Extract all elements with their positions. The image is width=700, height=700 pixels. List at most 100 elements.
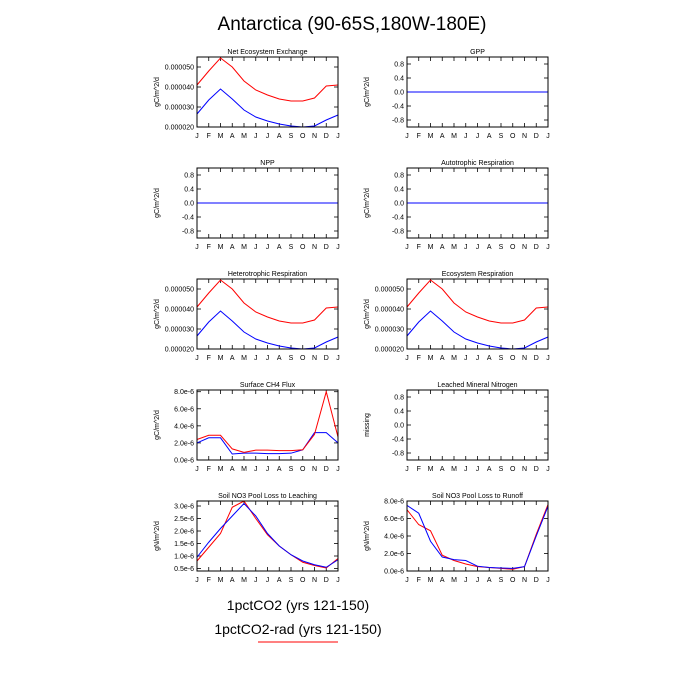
plot-frame: [196, 167, 339, 239]
x-tick-label: A: [440, 355, 445, 362]
plot-frame: [196, 56, 339, 128]
series-line-1: [196, 310, 339, 350]
x-tick-label: M: [451, 466, 457, 473]
y-tick-label: 4.0e-6: [384, 534, 404, 541]
x-tick-label: M: [451, 244, 457, 251]
x-tick-label: A: [440, 577, 445, 584]
x-tick-label: N: [312, 466, 317, 473]
plot-frame: [196, 278, 339, 350]
x-tick-label: M: [241, 466, 247, 473]
x-tick-label: N: [522, 244, 527, 251]
x-tick-label: N: [312, 355, 317, 362]
panel-6: Ecosystem Respiration gC/m^2/d 0.000020 0.0…: [364, 271, 550, 362]
y-axis-label: gN/m^2/d: [154, 521, 161, 551]
x-tick-label: M: [218, 133, 224, 140]
x-tick-label: D: [324, 133, 329, 140]
panel-4: Autotrophic Respiration gC/m^2/d -0.8 -0.4 0…: [364, 160, 550, 251]
series-line-1: [196, 432, 339, 455]
x-tick-label: S: [289, 133, 294, 140]
series-line-2: [196, 57, 339, 102]
legend-label-2: 1pctCO2-rad (yrs 121-150): [214, 621, 381, 637]
y-tick-label: 8.0e-6: [174, 389, 194, 396]
x-tick-label: D: [324, 244, 329, 251]
y-tick-label: 0.000050: [165, 287, 194, 294]
x-tick-label: J: [546, 466, 550, 473]
y-tick-label: 0.8: [394, 62, 404, 69]
panel-title: Soil NO3 Pool Loss to Leaching: [218, 493, 317, 500]
y-tick-label: 2.0e-6: [384, 551, 404, 558]
x-tick-label: O: [510, 133, 516, 140]
panel-title: Leached Mineral Nitrogen: [437, 382, 517, 389]
x-tick-label: S: [499, 355, 504, 362]
panel-1: Net Ecosystem Exchange gC/m^2/d 0.000020 0.…: [154, 49, 340, 140]
x-tick-label: M: [241, 133, 247, 140]
y-tick-label: -0.8: [392, 118, 404, 125]
panel-title: Surface CH4 Flux: [240, 382, 296, 389]
y-axis-label: gC/m^2/d: [154, 410, 161, 440]
panel-title: Net Ecosystem Exchange: [227, 49, 307, 56]
x-tick-label: S: [499, 133, 504, 140]
x-tick-label: J: [464, 355, 468, 362]
panel-7: Surface CH4 Flux gC/m^2/d 0.0e-6 2.0e-6 4.0e…: [154, 382, 340, 473]
x-tick-label: A: [277, 466, 282, 473]
y-tick-label: 0.000030: [165, 105, 194, 112]
plot-frame: [196, 500, 339, 572]
plot-frame: [406, 500, 549, 572]
x-tick-label: O: [300, 355, 306, 362]
y-tick-label: 0.4: [184, 187, 194, 194]
series-line-2: [196, 389, 339, 453]
x-tick-label: S: [499, 577, 504, 584]
x-tick-label: F: [417, 133, 421, 140]
x-tick-label: J: [476, 244, 480, 251]
y-tick-label: -0.4: [392, 437, 404, 444]
x-tick-label: D: [534, 355, 539, 362]
y-tick-label: 0.0: [394, 423, 404, 430]
x-tick-label: F: [417, 466, 421, 473]
x-tick-label: O: [510, 577, 516, 584]
x-tick-label: J: [464, 244, 468, 251]
x-tick-label: D: [534, 466, 539, 473]
x-tick-label: S: [289, 577, 294, 584]
y-tick-label: 3.0e-6: [174, 504, 194, 511]
y-tick-label: 0.000040: [165, 307, 194, 314]
x-tick-label: J: [254, 244, 258, 251]
y-tick-label: 0.4: [394, 409, 404, 416]
x-tick-label: F: [207, 244, 211, 251]
plot-frame: [196, 389, 339, 461]
x-tick-label: J: [405, 244, 409, 251]
x-tick-label: J: [254, 133, 258, 140]
x-tick-label: M: [241, 244, 247, 251]
x-tick-label: F: [207, 355, 211, 362]
x-tick-label: A: [440, 466, 445, 473]
x-tick-label: A: [230, 133, 235, 140]
x-tick-label: J: [195, 466, 199, 473]
series-line-1: [406, 310, 549, 350]
y-tick-label: 0.0: [394, 201, 404, 208]
x-tick-label: N: [312, 133, 317, 140]
x-tick-label: A: [440, 133, 445, 140]
x-tick-label: O: [300, 466, 306, 473]
x-tick-label: J: [254, 355, 258, 362]
x-tick-label: J: [266, 133, 270, 140]
y-tick-label: 8.0e-6: [384, 499, 404, 506]
y-tick-label: 0.000030: [375, 327, 404, 334]
x-tick-label: F: [417, 355, 421, 362]
x-tick-label: J: [336, 133, 340, 140]
x-tick-label: M: [218, 355, 224, 362]
plot-frame: [406, 167, 549, 239]
x-tick-label: J: [464, 466, 468, 473]
x-tick-label: A: [230, 355, 235, 362]
x-tick-label: S: [289, 466, 294, 473]
panel-5: Heterotrophic Respiration gC/m^2/d 0.00002…: [154, 271, 340, 362]
x-tick-label: J: [266, 355, 270, 362]
x-tick-label: J: [266, 466, 270, 473]
x-tick-label: A: [230, 466, 235, 473]
x-tick-label: M: [428, 133, 434, 140]
panel-title: GPP: [470, 49, 485, 56]
x-tick-label: O: [300, 244, 306, 251]
x-tick-label: M: [218, 244, 224, 251]
x-tick-label: A: [487, 355, 492, 362]
x-tick-label: J: [405, 133, 409, 140]
y-tick-label: 0.8: [394, 173, 404, 180]
